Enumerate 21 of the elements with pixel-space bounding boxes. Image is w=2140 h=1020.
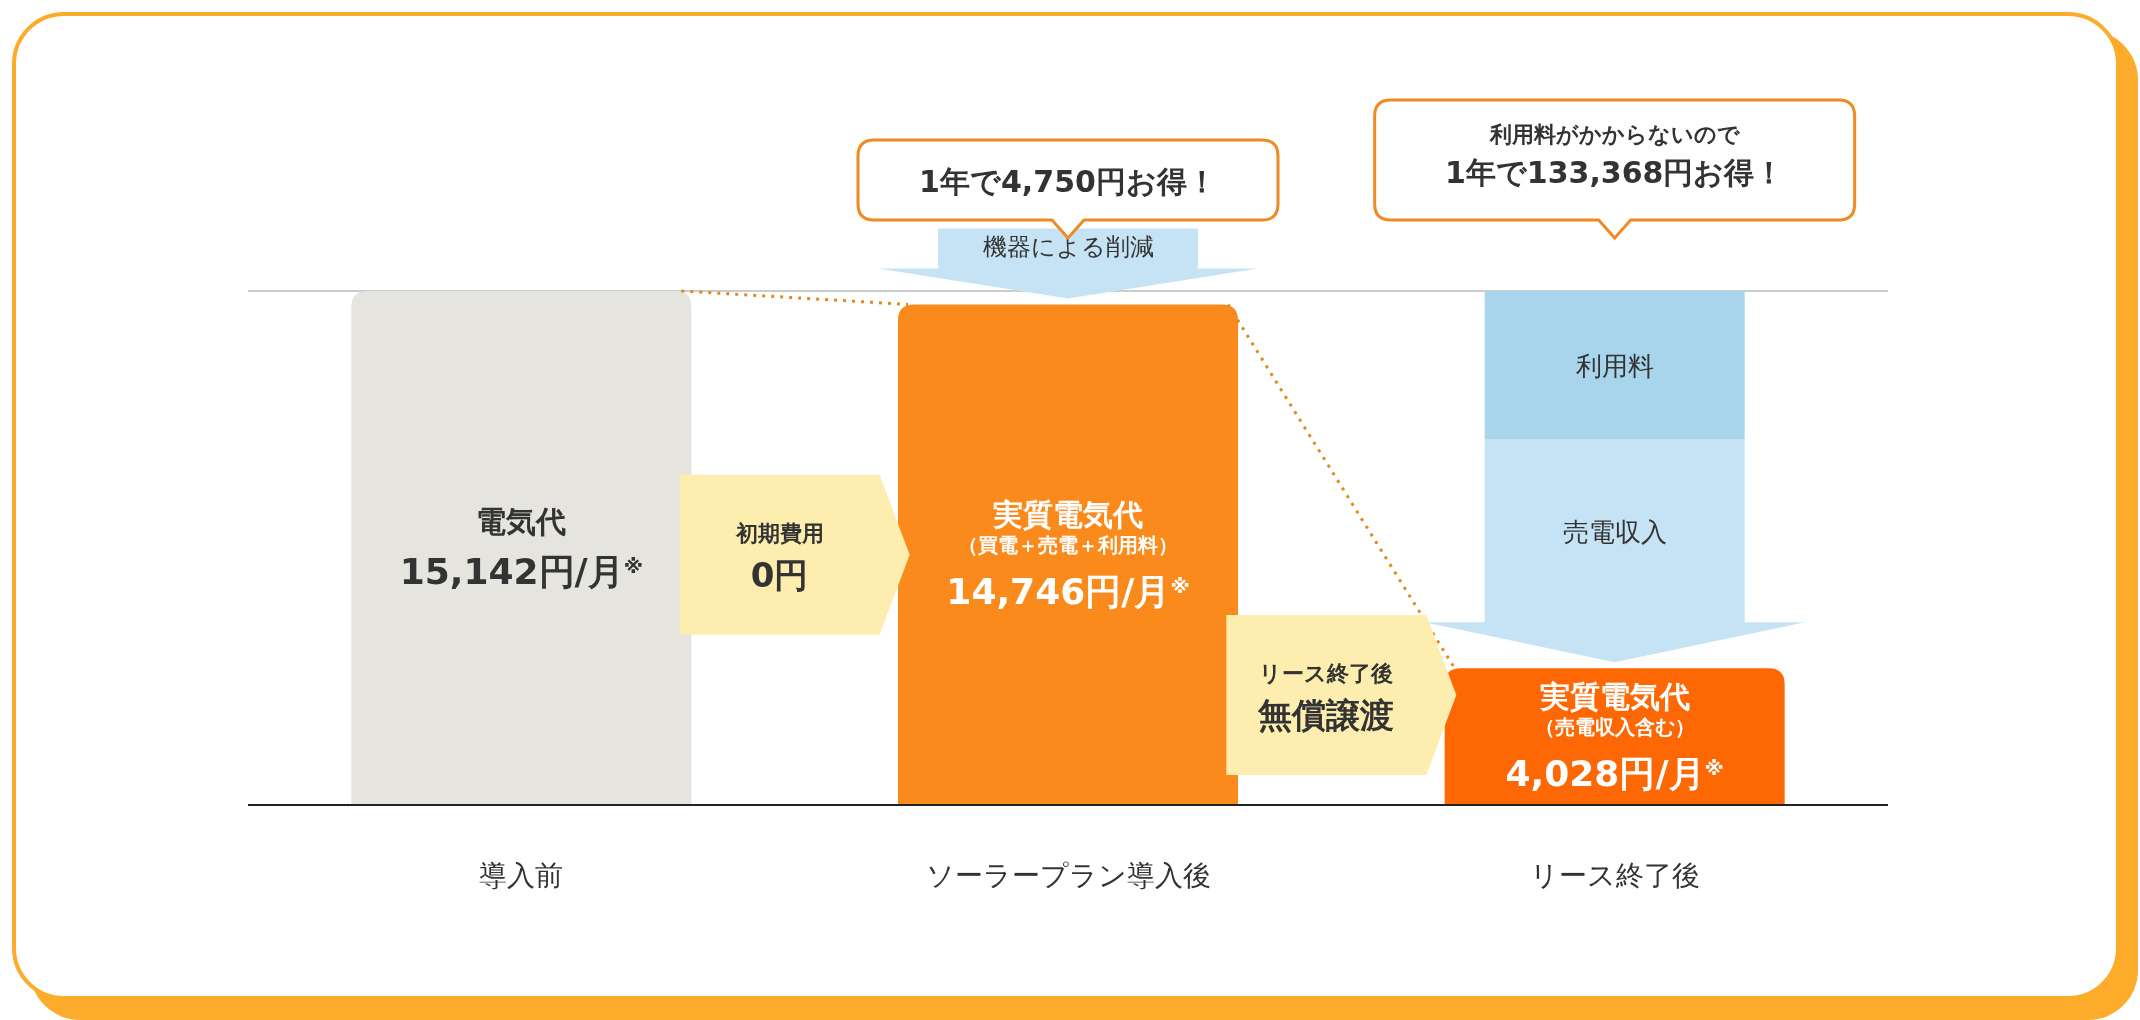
annotation: 電気代 xyxy=(476,504,567,539)
annotation: 実質電気代 xyxy=(1538,679,1690,715)
text: 機器による削減 xyxy=(982,233,1154,262)
annotation: 初期費用 xyxy=(734,520,824,546)
text: 1年で4,750円お得！ xyxy=(919,164,1217,199)
data-label: 14,746円/月$^{※}$ xyxy=(946,571,1190,613)
x-tick-label: 導入前 xyxy=(479,859,564,892)
annotation: リース終了後 xyxy=(1259,661,1394,686)
annotation: 実質電気代 xyxy=(992,497,1143,533)
text: 利用料がかからないので xyxy=(1488,122,1740,147)
annotation: 利用料 xyxy=(1575,351,1654,382)
x-tick-label: ソーラープラン導入後 xyxy=(925,859,1211,892)
annotation: 0円 xyxy=(750,554,809,595)
data-label: 4,028円/月$^{※}$ xyxy=(1505,753,1724,795)
x-tick-label: リース終了後 xyxy=(1529,859,1700,892)
annotation: 無償譲渡 xyxy=(1257,694,1395,735)
annotation: （売電収入含む） xyxy=(1534,715,1695,740)
annotation: （買電＋売電＋利用料） xyxy=(958,533,1178,558)
annotation: 売電収入 xyxy=(1562,516,1667,547)
data-label: 15,142円/月$^{※}$ xyxy=(399,551,643,592)
text: 1年で133,368円お得！ xyxy=(1444,154,1785,190)
